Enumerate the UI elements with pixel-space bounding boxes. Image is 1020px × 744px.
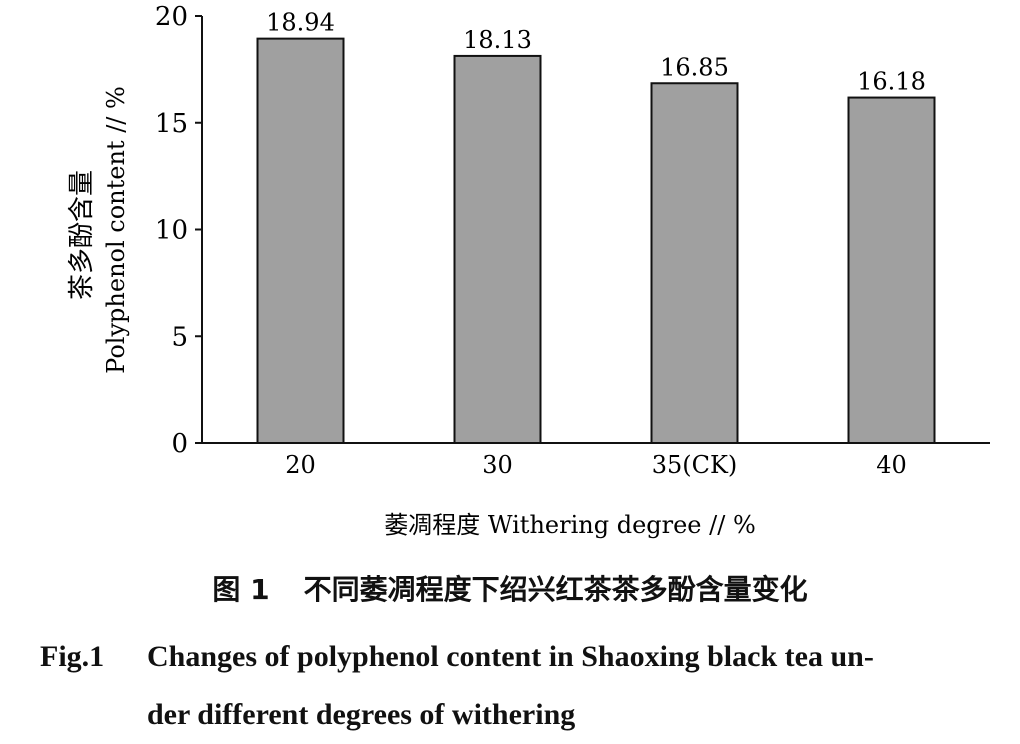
data-label: 18.13 [463,26,532,54]
y-tick-label: 10 [155,216,188,246]
y-axis-label: Polyphenol content // % [102,86,130,374]
figure-title-english-line-1: Changes of polyphenol content in Shaoxin… [147,640,874,673]
data-label: 18.94 [266,9,335,37]
data-label: 16.85 [660,53,729,81]
bar-chart: 0 5 10 15 20 20 18.94 30 18.13 35(CK) 16.85 40 16.1… [67,2,990,539]
y-tick-label: 20 [155,2,188,32]
figure-number-english: Fig.1 [40,640,105,673]
x-axis-label: 萎凋程度 Withering degree // % [384,511,756,539]
y-tick-label: 15 [155,109,188,139]
y-tick-label: 0 [171,429,188,459]
bar [256,37,345,444]
bar [453,54,542,444]
x-tick-label: 20 [285,451,316,479]
bar [847,96,936,444]
y-axis-label-chinese: 茶多酚含量 [67,170,97,300]
bar [650,82,739,444]
figure-title-english-line-2: der different degrees of withering [147,698,576,731]
data-label: 16.18 [857,68,926,96]
chart-labels: 20 18.94 30 18.13 35(CK) 16.85 40 16.18 [266,9,926,479]
y-tick-label: 5 [171,322,188,352]
x-tick-label: 35(CK) [652,451,738,479]
figure-number-chinese: 图 1 [212,573,270,606]
chart-bars [256,37,936,444]
figure-title-chinese: 不同萎凋程度下绍兴红茶茶多酚含量变化 [303,573,808,606]
figure-caption-chinese: 图 1 不同萎凋程度下绍兴红茶茶多酚含量变化 [0,568,1020,608]
x-tick-label: 40 [876,451,907,479]
x-tick-label: 30 [482,451,513,479]
